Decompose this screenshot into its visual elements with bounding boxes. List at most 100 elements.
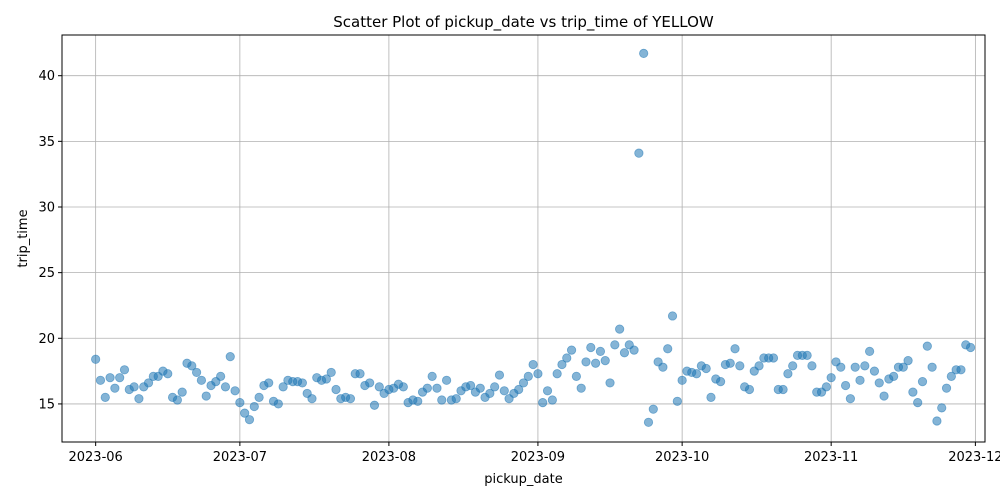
data-point [778, 384, 788, 395]
data-point [807, 361, 817, 371]
data-point [658, 362, 668, 372]
data-point [244, 415, 255, 425]
data-point [922, 341, 932, 351]
data-point [836, 362, 846, 372]
data-point [927, 362, 937, 372]
data-point [735, 361, 745, 371]
data-point [581, 357, 591, 367]
data-point [466, 380, 476, 391]
data-point [355, 369, 365, 379]
data-point [95, 375, 106, 385]
data-point [437, 395, 447, 405]
x-axis-ticks: 2023-06 2023-07 2023-08 2023-09 2023-10 2023-… [68, 442, 1000, 465]
data-point [100, 392, 110, 402]
data-point [946, 371, 956, 381]
data-point [163, 369, 173, 379]
data-point [619, 348, 630, 358]
data-point [518, 378, 529, 388]
data-point [220, 382, 231, 392]
data-point [547, 395, 557, 405]
y-tick-label: 15 [38, 397, 55, 412]
y-axis-label: trip_time [16, 209, 31, 267]
data-point [196, 375, 207, 385]
data-point [273, 399, 283, 409]
data-point [879, 391, 889, 401]
data-point [648, 404, 658, 414]
data-point [821, 382, 831, 392]
data-point [913, 398, 923, 408]
data-point [826, 373, 836, 383]
data-point [254, 392, 264, 402]
data-point [413, 396, 423, 406]
data-point [802, 350, 812, 360]
data-point [115, 373, 125, 383]
data-point [744, 384, 755, 395]
data-point [855, 375, 865, 385]
y-tick-label: 25 [38, 266, 55, 281]
data-point [889, 371, 899, 381]
data-point [643, 417, 654, 427]
data-point [937, 403, 947, 413]
data-point [485, 388, 495, 399]
x-axis-label: pickup_date [484, 472, 562, 487]
data-point [533, 369, 543, 379]
data-point [494, 370, 505, 380]
data-point [451, 394, 461, 404]
y-axis-ticks: 15 20 25 30 35 40 [38, 69, 62, 412]
data-point [605, 378, 615, 388]
data-point [235, 398, 245, 408]
data-point [725, 358, 735, 368]
data-point [610, 340, 620, 350]
y-tick-label: 35 [38, 135, 55, 150]
data-point [663, 344, 673, 354]
data-point [321, 374, 332, 384]
data-point [110, 383, 120, 393]
grid-lines [62, 35, 985, 442]
data-point [240, 408, 250, 418]
data-point [542, 386, 553, 396]
data-point [91, 354, 101, 364]
x-tick-label: 2023-11 [804, 450, 858, 465]
data-point [249, 401, 259, 412]
data-point [850, 362, 860, 372]
data-point [917, 377, 928, 387]
data-point [307, 394, 317, 404]
y-tick-label: 40 [38, 69, 55, 84]
data-point [490, 382, 500, 392]
data-point [432, 383, 442, 393]
data-point [441, 375, 452, 385]
data-point [105, 373, 115, 383]
y-tick-label: 30 [38, 200, 55, 215]
data-point [129, 382, 139, 392]
data-point [172, 395, 182, 405]
data-point [706, 392, 716, 402]
data-point [730, 344, 740, 354]
data-point [345, 394, 356, 404]
data-point [297, 378, 307, 388]
data-point [932, 416, 942, 426]
data-point [514, 384, 524, 395]
x-tick-label: 2023-09 [511, 450, 565, 465]
scatter-points [91, 48, 976, 427]
data-point [365, 378, 375, 388]
data-point [374, 382, 384, 392]
data-point [715, 377, 726, 387]
data-point [860, 361, 870, 371]
data-point [768, 353, 779, 363]
data-point [427, 371, 437, 381]
data-point [562, 353, 572, 363]
data-point [865, 346, 875, 357]
data-point [523, 371, 533, 381]
axes-frame [61, 34, 986, 443]
data-point [369, 400, 380, 410]
data-point [326, 367, 336, 378]
data-point [869, 366, 880, 376]
data-point [615, 324, 625, 334]
data-point [956, 365, 966, 375]
data-point [672, 396, 682, 406]
x-tick-label: 2023-07 [213, 450, 267, 465]
data-point [691, 369, 702, 379]
x-tick-label: 2023-12 [948, 450, 1000, 465]
data-point [552, 369, 562, 379]
data-point [845, 394, 855, 404]
